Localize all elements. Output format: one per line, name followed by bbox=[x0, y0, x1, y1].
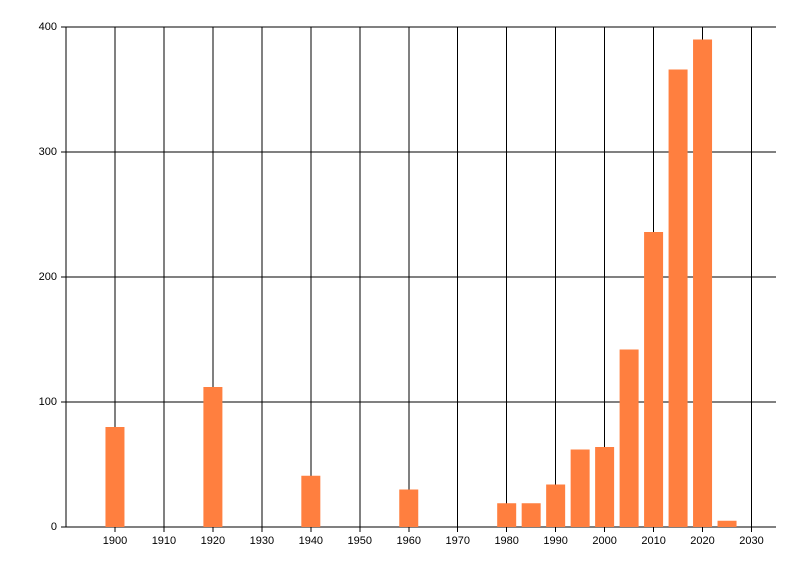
bar bbox=[546, 484, 566, 527]
bar bbox=[693, 39, 713, 527]
bar bbox=[668, 69, 688, 527]
y-tick-label: 200 bbox=[39, 271, 57, 283]
bar bbox=[105, 427, 125, 527]
x-tick-label: 2020 bbox=[690, 535, 714, 547]
bar bbox=[717, 520, 737, 527]
y-tick-label: 0 bbox=[51, 521, 57, 533]
bar bbox=[570, 449, 590, 527]
x-tick-label: 2000 bbox=[592, 535, 616, 547]
bar bbox=[399, 489, 419, 527]
x-tick-label: 1960 bbox=[397, 535, 421, 547]
y-tick-label: 400 bbox=[39, 21, 57, 33]
x-tick-label: 1930 bbox=[250, 535, 274, 547]
x-tick-label: 1920 bbox=[201, 535, 225, 547]
x-tick-label: 1990 bbox=[543, 535, 567, 547]
x-tick-label: 1900 bbox=[103, 535, 127, 547]
bar bbox=[595, 447, 615, 527]
x-tick-label: 2010 bbox=[641, 535, 665, 547]
y-tick-label: 300 bbox=[39, 146, 57, 158]
bar bbox=[619, 349, 639, 527]
x-tick-label: 1910 bbox=[152, 535, 176, 547]
bar bbox=[644, 232, 664, 527]
x-tick-label: 2030 bbox=[739, 535, 763, 547]
bar bbox=[301, 475, 321, 527]
y-tick-label: 100 bbox=[39, 396, 57, 408]
x-tick-label: 1970 bbox=[445, 535, 469, 547]
bar bbox=[497, 503, 517, 527]
bar bbox=[521, 503, 541, 527]
x-tick-label: 1950 bbox=[348, 535, 372, 547]
x-tick-label: 1940 bbox=[299, 535, 323, 547]
bar bbox=[203, 387, 223, 527]
x-tick-label: 1980 bbox=[494, 535, 518, 547]
